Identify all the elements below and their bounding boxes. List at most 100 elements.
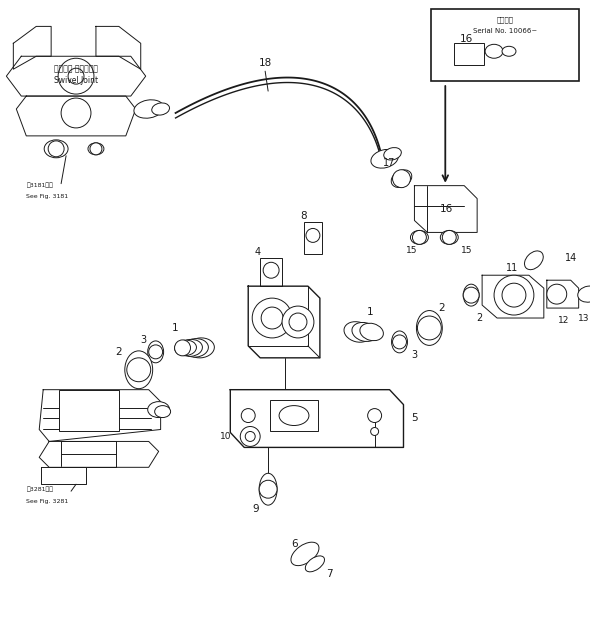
- Text: Swivel Joint: Swivel Joint: [54, 75, 98, 84]
- Text: 15: 15: [405, 246, 417, 255]
- Circle shape: [371, 428, 379, 435]
- Text: Serial No. 10066~: Serial No. 10066~: [473, 28, 537, 34]
- Ellipse shape: [148, 402, 170, 417]
- Text: 1: 1: [366, 307, 373, 317]
- Circle shape: [502, 283, 526, 307]
- Text: 11: 11: [506, 263, 518, 273]
- Polygon shape: [414, 185, 477, 232]
- Text: 15: 15: [462, 246, 473, 255]
- Circle shape: [61, 98, 91, 128]
- Ellipse shape: [384, 147, 401, 160]
- Text: 5: 5: [411, 413, 418, 422]
- Ellipse shape: [360, 323, 384, 341]
- Text: See Fig. 3181: See Fig. 3181: [26, 194, 69, 199]
- Circle shape: [392, 335, 407, 349]
- Circle shape: [306, 229, 320, 242]
- Bar: [270, 400, 318, 431]
- Ellipse shape: [259, 473, 277, 505]
- Circle shape: [413, 231, 426, 244]
- Ellipse shape: [352, 323, 378, 341]
- Polygon shape: [96, 26, 141, 69]
- Ellipse shape: [88, 143, 104, 155]
- Text: 3: 3: [141, 335, 147, 345]
- Text: 9: 9: [252, 504, 258, 514]
- Text: 16: 16: [440, 204, 453, 214]
- Ellipse shape: [440, 231, 458, 244]
- Bar: [59, 390, 119, 431]
- Bar: [260, 258, 282, 286]
- Circle shape: [494, 275, 534, 315]
- Text: See Fig. 3281: See Fig. 3281: [26, 498, 69, 504]
- Text: スイベル ジョイント: スイベル ジョイント: [54, 64, 98, 73]
- Circle shape: [392, 170, 411, 187]
- Ellipse shape: [306, 556, 324, 572]
- Ellipse shape: [411, 231, 428, 244]
- Ellipse shape: [291, 542, 319, 565]
- Ellipse shape: [485, 44, 503, 58]
- Circle shape: [261, 307, 283, 329]
- Ellipse shape: [187, 338, 215, 358]
- Bar: [304, 222, 322, 254]
- Ellipse shape: [183, 339, 209, 357]
- Ellipse shape: [371, 149, 398, 168]
- Text: 10: 10: [220, 432, 231, 441]
- Ellipse shape: [148, 341, 164, 363]
- Circle shape: [241, 426, 260, 446]
- Circle shape: [149, 345, 163, 359]
- Polygon shape: [39, 390, 161, 441]
- Polygon shape: [17, 96, 136, 136]
- Ellipse shape: [134, 100, 164, 118]
- Ellipse shape: [152, 103, 170, 115]
- Polygon shape: [547, 280, 579, 308]
- Text: 1: 1: [172, 323, 179, 333]
- Ellipse shape: [524, 251, 543, 270]
- Text: 2: 2: [115, 347, 122, 357]
- Ellipse shape: [417, 310, 442, 345]
- Ellipse shape: [155, 406, 171, 417]
- Polygon shape: [14, 26, 51, 69]
- Circle shape: [174, 340, 190, 356]
- Ellipse shape: [578, 286, 591, 302]
- Circle shape: [417, 316, 441, 340]
- Text: 12: 12: [558, 316, 569, 325]
- Circle shape: [245, 431, 255, 441]
- Text: 図3281参照: 図3281参照: [26, 486, 53, 492]
- Ellipse shape: [178, 339, 202, 356]
- Circle shape: [282, 306, 314, 338]
- Bar: [431, 10, 579, 81]
- Text: 17: 17: [384, 158, 396, 167]
- Text: 6: 6: [292, 539, 298, 549]
- Circle shape: [547, 284, 567, 304]
- Circle shape: [48, 141, 64, 156]
- Circle shape: [90, 143, 102, 155]
- Polygon shape: [39, 441, 158, 468]
- Text: 2: 2: [476, 313, 482, 323]
- Circle shape: [263, 262, 279, 278]
- Circle shape: [368, 408, 382, 422]
- Ellipse shape: [279, 406, 309, 426]
- Ellipse shape: [392, 331, 407, 353]
- Circle shape: [259, 480, 277, 498]
- Circle shape: [58, 58, 94, 94]
- Circle shape: [241, 408, 255, 422]
- Ellipse shape: [502, 46, 516, 56]
- Text: 図3181参照: 図3181参照: [26, 183, 53, 189]
- Polygon shape: [7, 56, 146, 96]
- Polygon shape: [482, 275, 544, 318]
- Ellipse shape: [463, 284, 479, 306]
- Circle shape: [252, 298, 292, 338]
- Text: 18: 18: [258, 58, 272, 68]
- Text: 8: 8: [301, 211, 307, 220]
- Text: 適用年式: 適用年式: [496, 16, 514, 23]
- Polygon shape: [230, 390, 404, 448]
- Ellipse shape: [174, 340, 196, 355]
- Ellipse shape: [125, 351, 152, 389]
- Circle shape: [463, 287, 479, 303]
- Bar: [61, 441, 116, 468]
- Circle shape: [442, 231, 456, 244]
- Text: 14: 14: [564, 253, 577, 263]
- Bar: [454, 43, 484, 65]
- Ellipse shape: [344, 322, 371, 342]
- Ellipse shape: [44, 140, 68, 158]
- Text: 7: 7: [326, 569, 333, 579]
